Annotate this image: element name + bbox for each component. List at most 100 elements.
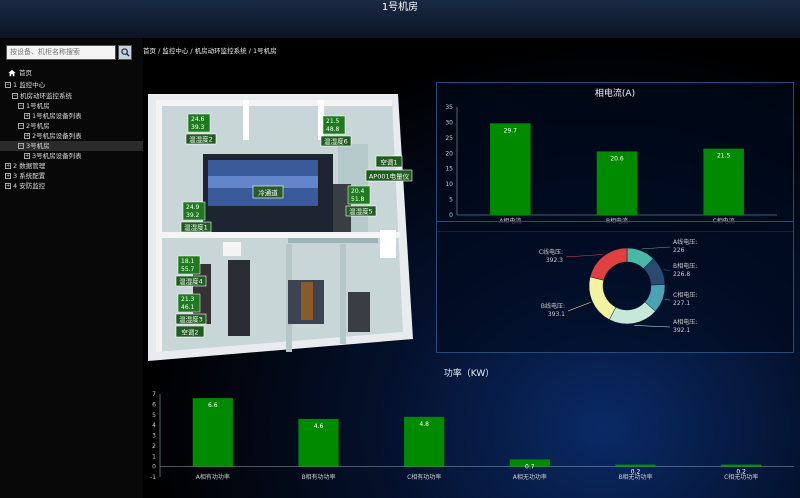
power-panel: 功率（KW） -1 0 1 2 3 4 5 6 7 6.6 A相有功功率 4.6 B相有功功率 4.8 C相有… <box>146 363 796 493</box>
sensor-tag[interactable]: 21.346.1 温湿度3 <box>175 293 207 325</box>
tree-item-label: 3号机房 <box>26 142 50 150</box>
tree-item[interactable]: +2号机房设备列表 <box>24 131 82 141</box>
sensor-tag[interactable]: 24.639.3 温湿度2 <box>185 113 217 145</box>
tree-item-label: 4 安防监控 <box>13 182 46 190</box>
temperature-value: 21.5 <box>326 118 340 125</box>
sensor-tag[interactable]: 21.548.8 温湿度6 <box>320 115 352 147</box>
slice-value: 392.1 <box>673 327 690 334</box>
expand-icon[interactable]: + <box>24 153 30 159</box>
sensor-name: 温湿度5 <box>349 207 373 216</box>
bar[interactable] <box>615 464 656 467</box>
top-bar: 1号机房 <box>0 0 800 39</box>
humidity-value: 46.1 <box>181 304 195 311</box>
temperature-value: 20.4 <box>351 188 365 195</box>
chart-title: 相电流(A) <box>595 87 635 99</box>
tree-item-label: 2号机房 <box>26 122 50 130</box>
leader-line <box>634 325 671 328</box>
category-label: B相无功功率 <box>618 473 652 481</box>
sensor-name: 温湿度1 <box>184 223 208 232</box>
category-label: B相有功功率 <box>301 473 335 481</box>
tree-item-label: 2 数据管理 <box>13 162 46 170</box>
humidity-value: 39.2 <box>186 212 200 219</box>
expand-icon[interactable]: + <box>24 113 30 119</box>
bar[interactable] <box>490 123 531 215</box>
y-tick-label: 3 <box>152 433 156 440</box>
y-tick-label: 4 <box>152 422 156 429</box>
sidebar: 首页−1 监控中心−机房动环监控系统−1号机房+1号机房设备列表−2号机房+2号… <box>0 38 144 498</box>
sensor-tag[interactable]: 24.939.2 温湿度1 <box>180 201 212 233</box>
main-area: 首页 / 监控中心 / 机房动环监控系统 / 1号机房 冷通道 24.6 39.3… <box>143 38 800 498</box>
ac1-label[interactable]: 空调1 <box>375 155 403 168</box>
bar[interactable] <box>703 148 744 215</box>
collapse-icon[interactable]: − <box>18 143 24 149</box>
y-tick-label: 2 <box>152 443 156 450</box>
humidity-value: 55.7 <box>181 266 195 273</box>
power-chart: 功率（KW） -1 0 1 2 3 4 5 6 7 6.6 A相有功功率 4.6 B相有功功率 4.8 C相有… <box>150 367 794 481</box>
y-tick-label: 20 <box>445 150 453 157</box>
tree-item[interactable]: − 机房动环监控系统 <box>12 91 72 101</box>
tree-item[interactable]: +1号机房设备列表 <box>24 111 82 121</box>
collapse-icon[interactable]: − <box>18 123 24 129</box>
expand-icon[interactable]: + <box>5 163 11 169</box>
donut-slice[interactable] <box>608 301 656 325</box>
collapse-icon[interactable]: − <box>12 93 18 99</box>
search-input[interactable] <box>6 45 116 60</box>
bar[interactable] <box>596 151 638 215</box>
cold-aisle-label[interactable]: 冷通道 <box>252 185 284 199</box>
y-tick-label: 0 <box>152 464 156 471</box>
bar[interactable] <box>509 459 550 467</box>
leader-line <box>641 246 671 250</box>
bar[interactable] <box>192 398 233 467</box>
tree-item[interactable]: −2号机房 <box>18 121 50 131</box>
tree-item-label: 2号机房设备列表 <box>32 132 82 140</box>
voltage-donut-chart: A线电压:226 B相电压:226.8 C相电压:227.1 A相电压:392.1 B线… <box>539 238 697 334</box>
tree-item[interactable]: +3 系统配置 <box>5 171 45 181</box>
slice-label: B线电压: <box>541 302 565 310</box>
y-tick-label: 25 <box>445 135 453 142</box>
collapse-icon[interactable]: − <box>5 82 11 88</box>
tree-item[interactable]: +3号机房设备列表 <box>24 151 82 161</box>
tree-item[interactable]: +4 安防监控 <box>5 181 45 191</box>
donut-slice[interactable] <box>589 247 628 281</box>
expand-icon[interactable]: + <box>5 183 11 189</box>
expand-icon[interactable]: + <box>5 173 11 179</box>
sensor-name: 温湿度4 <box>179 277 203 286</box>
ac2-label-box[interactable]: 空调2 <box>175 325 205 338</box>
leader-line <box>567 302 591 312</box>
phase-current-chart: 相电流(A)0510152025303529.7A相电流20.6B相电流21.5… <box>445 87 777 225</box>
data-label: 29.7 <box>504 127 518 134</box>
humidity-value: 39.3 <box>191 124 205 131</box>
data-label: 4.8 <box>419 421 429 428</box>
page-title: 1号机房 <box>381 2 419 13</box>
floor-plan: 冷通道 24.639.3 温湿度2 21.548.8 温湿度6 24.939.2 温湿度1… <box>148 94 413 361</box>
y-tick-label: 10 <box>445 181 453 188</box>
bar[interactable] <box>721 464 762 467</box>
collapse-icon[interactable]: − <box>18 103 24 109</box>
slice-label: A线电压: <box>673 238 697 246</box>
y-tick-label: 5 <box>152 412 156 419</box>
home-icon <box>8 69 19 77</box>
meter-label[interactable]: AP001电量仪 <box>365 169 413 182</box>
category-label: A相无功功率 <box>513 473 547 481</box>
svg-text:AP001电量仪: AP001电量仪 <box>369 172 410 181</box>
tree-item-label: 首页 <box>19 69 32 77</box>
search-button[interactable] <box>118 45 132 60</box>
y-tick-label: 15 <box>445 166 453 173</box>
expand-icon[interactable]: + <box>24 133 30 139</box>
slice-label: A相电压: <box>673 318 697 326</box>
tree-item[interactable]: −1号机房 <box>18 101 50 111</box>
sensor-tag[interactable]: 20.451.8 温湿度5 <box>345 185 377 217</box>
humidity-value: 48.8 <box>326 126 340 133</box>
bar[interactable] <box>298 418 339 467</box>
voltage-panel: A线电压: 226 B相电压: 226.8 C相电压: 227.1 A相电压: 392.1 B线… <box>436 221 794 353</box>
tree-item[interactable]: −3号机房 <box>0 141 143 151</box>
sensor-tag[interactable]: 18.155.7 温湿度4 <box>175 255 207 287</box>
data-label: 21.5 <box>717 153 731 160</box>
sensor-name: 温湿度2 <box>189 135 213 144</box>
tree-item[interactable]: +2 数据管理 <box>5 161 45 171</box>
tree-item[interactable]: −1 监控中心 <box>5 80 45 90</box>
donut-slice[interactable] <box>588 276 617 320</box>
bar[interactable] <box>404 416 445 467</box>
tree-item[interactable]: 首页 <box>8 68 32 78</box>
slice-value: 227.1 <box>673 300 690 307</box>
